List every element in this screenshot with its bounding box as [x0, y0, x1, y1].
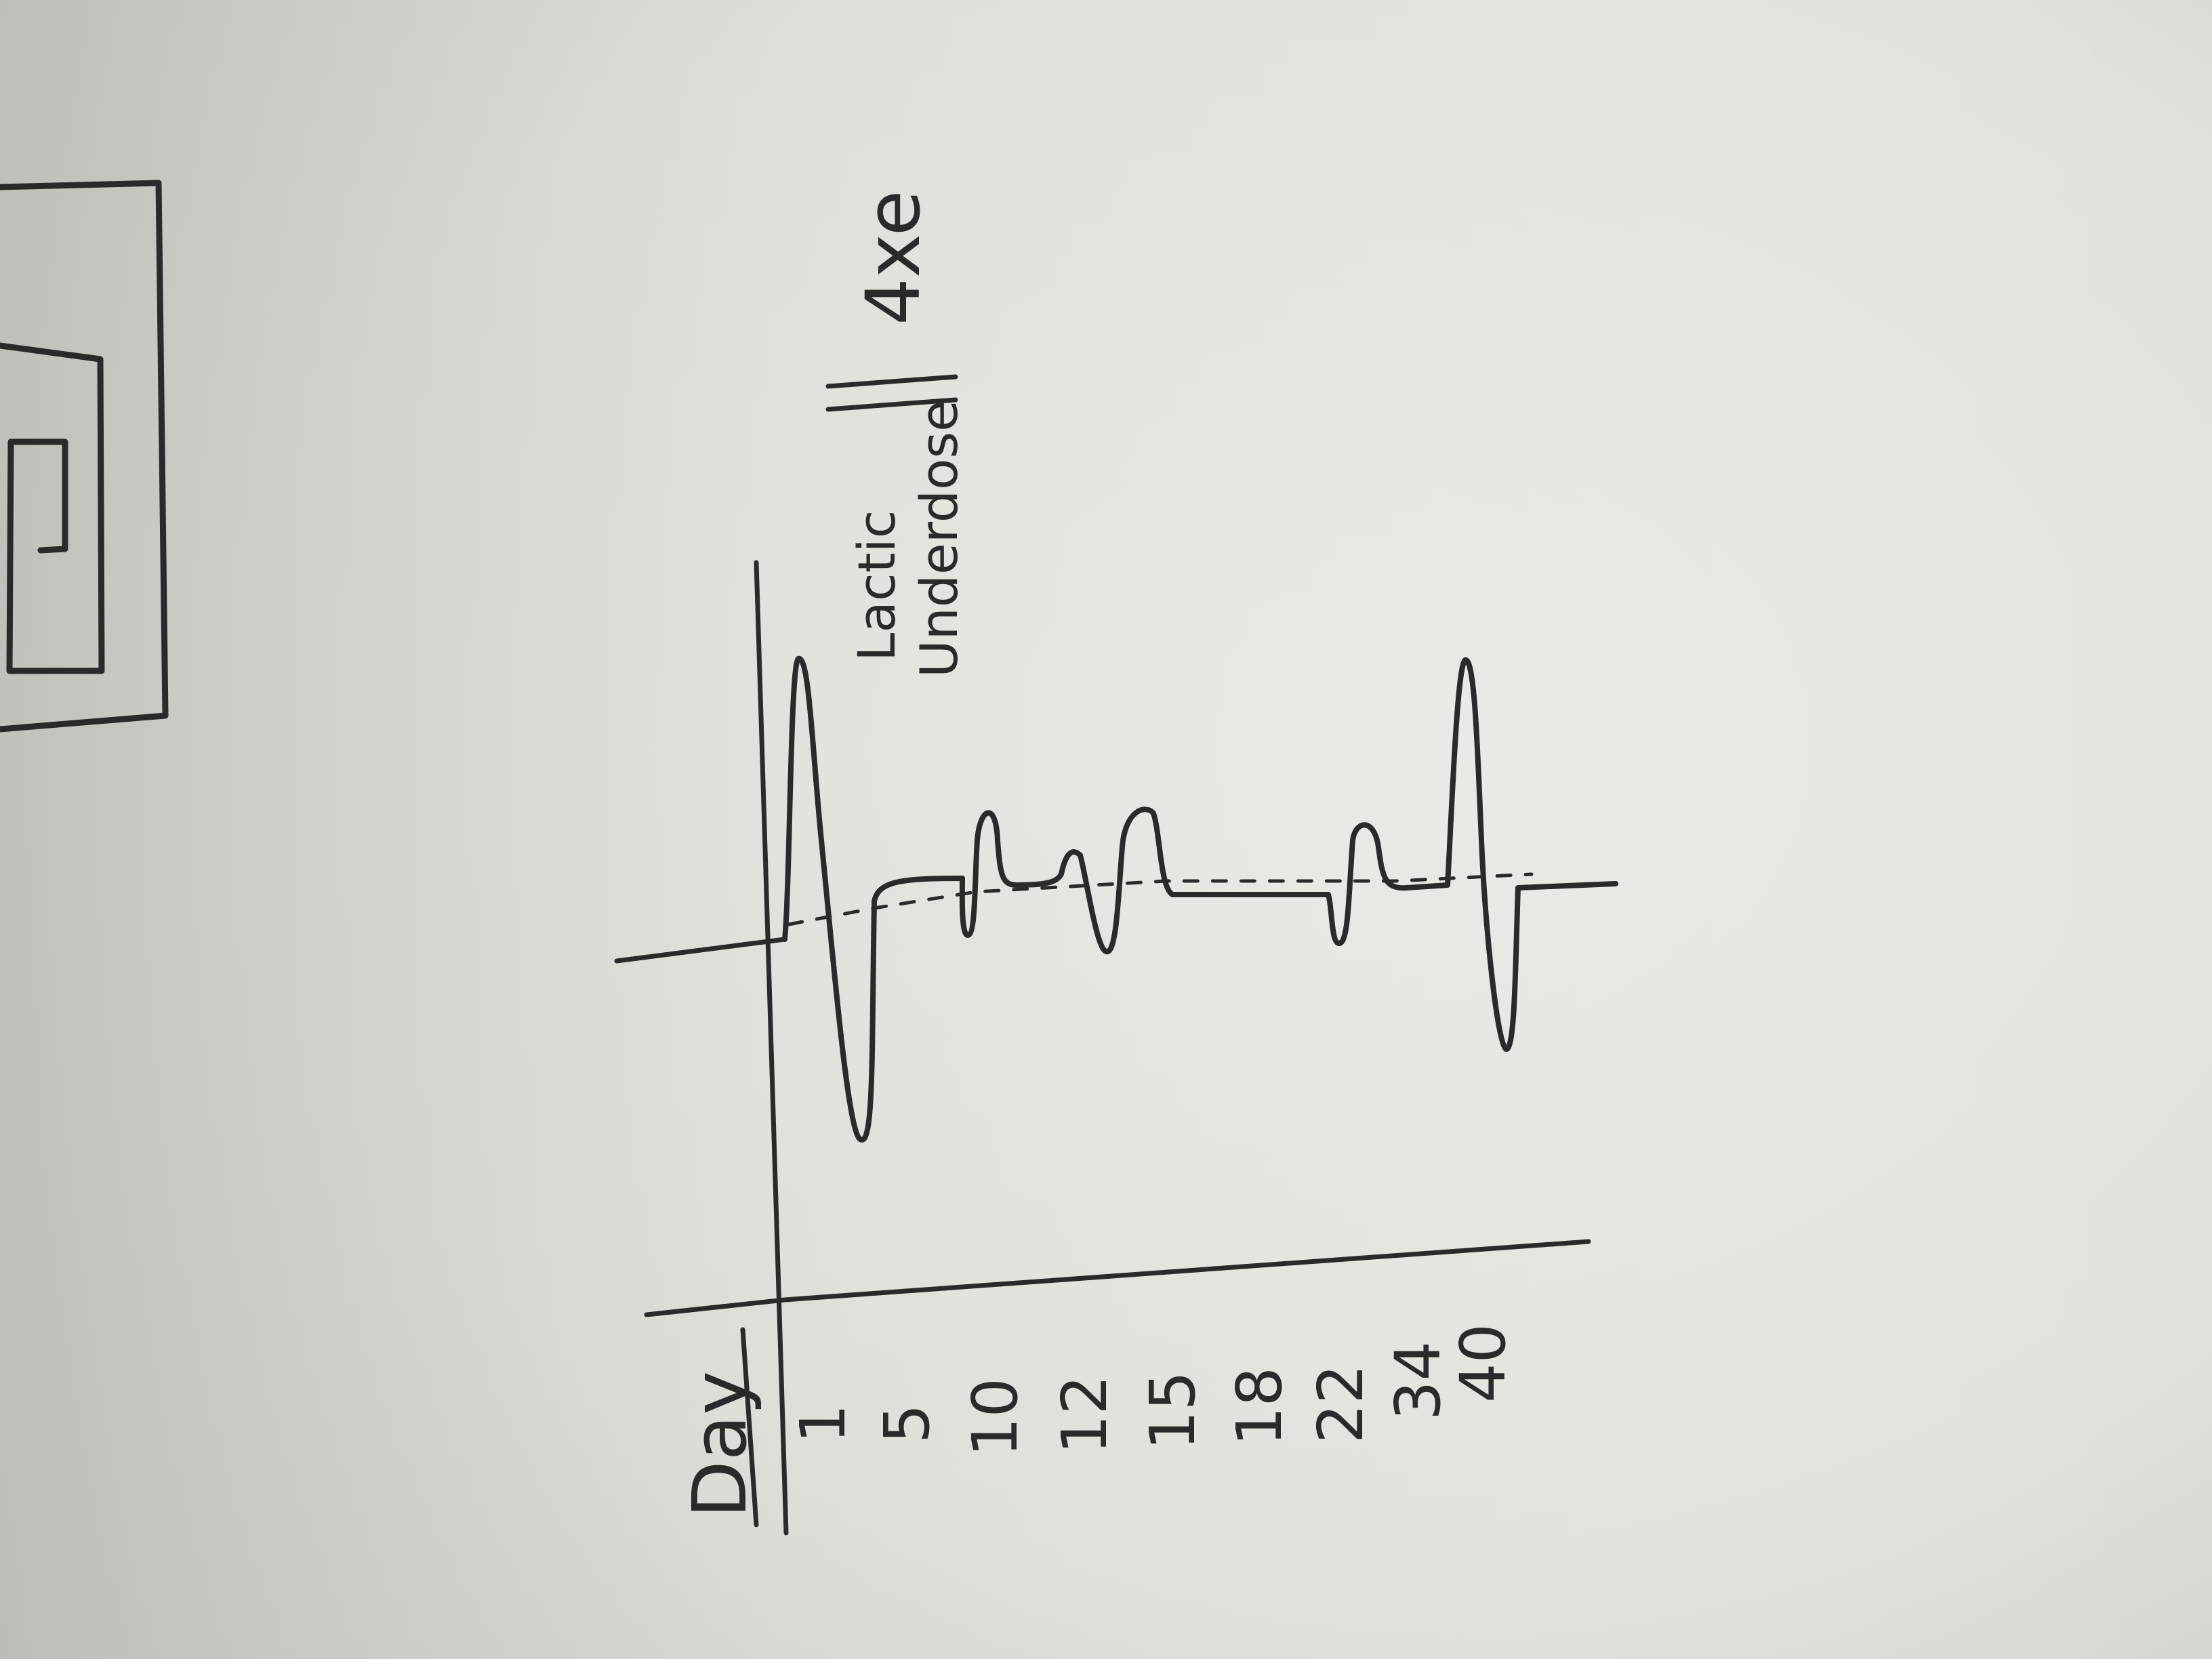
day-label: 1 — [787, 1404, 859, 1443]
bottom-horizontal-line — [644, 1239, 1591, 1317]
day-header-underline — [740, 1327, 759, 1528]
day-label: 18 — [1223, 1367, 1296, 1446]
double-bar-mark — [825, 374, 958, 412]
annotation-underdose: Underdose — [909, 400, 969, 678]
waveform-trace — [782, 656, 1618, 1143]
sketch-axes — [614, 560, 1591, 1536]
day-labels: 1 5 10 12 15 18 22 34 40 — [787, 1324, 1519, 1457]
annotation-4xe: 4xe — [850, 190, 937, 325]
dashed-reference-line — [787, 872, 1534, 926]
day-label: 22 — [1305, 1364, 1377, 1443]
spiral-doodle — [0, 180, 169, 733]
day-label: 10 — [959, 1378, 1031, 1457]
annotation-lactic: Lactic — [846, 510, 907, 661]
day-label: 34 — [1382, 1341, 1454, 1420]
day-label: 5 — [871, 1404, 943, 1443]
day-label: 40 — [1447, 1324, 1519, 1403]
top-axis-line — [754, 560, 789, 1536]
annotations: Lactic Underdose 4xe — [825, 190, 969, 678]
day-header-group: Day — [676, 1327, 763, 1528]
day-label: 15 — [1136, 1371, 1209, 1450]
left-horizontal-line — [614, 937, 787, 964]
day-label: 12 — [1048, 1375, 1121, 1454]
